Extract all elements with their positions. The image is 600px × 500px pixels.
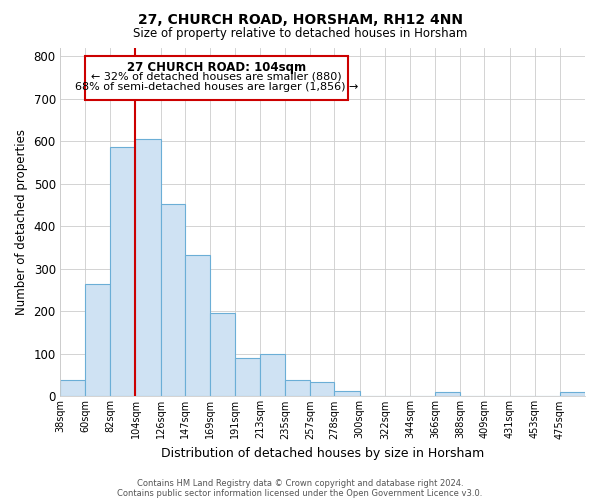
Bar — [110, 148, 136, 396]
Bar — [60, 380, 85, 396]
Bar — [334, 391, 359, 396]
Text: ← 32% of detached houses are smaller (880): ← 32% of detached houses are smaller (88… — [91, 72, 342, 82]
Bar — [260, 354, 286, 397]
Bar — [85, 56, 348, 100]
Text: 27 CHURCH ROAD: 104sqm: 27 CHURCH ROAD: 104sqm — [127, 61, 306, 74]
Y-axis label: Number of detached properties: Number of detached properties — [15, 129, 28, 315]
Bar — [560, 392, 585, 396]
Bar — [435, 392, 460, 396]
Text: 68% of semi-detached houses are larger (1,856) →: 68% of semi-detached houses are larger (… — [75, 82, 358, 92]
Bar — [210, 313, 235, 396]
Bar — [136, 139, 161, 396]
Text: 27, CHURCH ROAD, HORSHAM, RH12 4NN: 27, CHURCH ROAD, HORSHAM, RH12 4NN — [137, 12, 463, 26]
Bar — [85, 284, 110, 397]
Bar — [185, 254, 210, 396]
Bar — [286, 380, 310, 396]
Text: Size of property relative to detached houses in Horsham: Size of property relative to detached ho… — [133, 28, 467, 40]
Text: Contains HM Land Registry data © Crown copyright and database right 2024.: Contains HM Land Registry data © Crown c… — [137, 478, 463, 488]
Bar — [235, 358, 260, 397]
X-axis label: Distribution of detached houses by size in Horsham: Distribution of detached houses by size … — [161, 447, 484, 460]
Text: Contains public sector information licensed under the Open Government Licence v3: Contains public sector information licen… — [118, 488, 482, 498]
Bar — [161, 204, 185, 396]
Bar — [310, 382, 334, 396]
